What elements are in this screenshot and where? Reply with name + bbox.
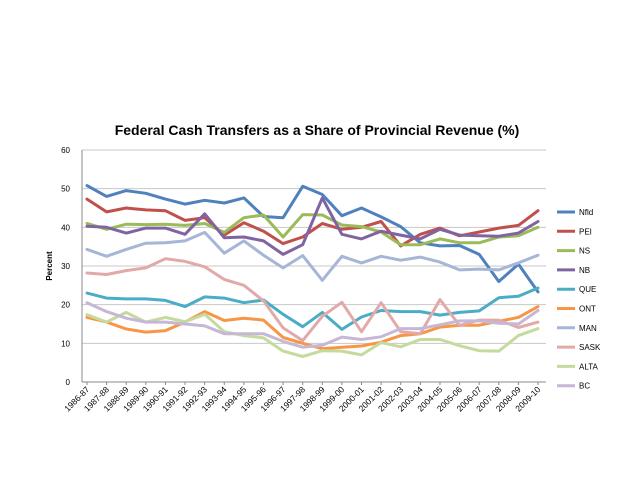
legend-label: MAN	[579, 324, 597, 333]
y-axis-label: Percent	[45, 251, 54, 281]
legend-label: Nfld	[579, 208, 593, 217]
legend-label: NB	[579, 266, 590, 275]
series-line-nb	[85, 196, 540, 256]
y-tick-label: 10	[61, 339, 70, 348]
y-tick-label: 20	[61, 301, 70, 310]
y-tick-labels: 0 10 20 30 40 50 60	[61, 146, 70, 387]
y-tick-label: 30	[61, 262, 70, 271]
series-line-alta	[85, 310, 540, 358]
legend: Nfld PEI NS NB QUE ONT MAN SASK ALTA BC	[557, 208, 601, 391]
series-line-ns	[85, 213, 540, 247]
legend-label: BC	[579, 382, 590, 391]
series-line-man	[85, 230, 540, 282]
legend-label: PEI	[579, 227, 592, 236]
y-tick-label: 40	[61, 223, 70, 232]
legend-label: ONT	[579, 305, 596, 314]
series-lines	[85, 184, 540, 358]
series-line-sask	[85, 257, 540, 343]
series-line-que	[85, 286, 540, 331]
x-tick-labels: 1986-871987-881988-891989-901990-911991-…	[62, 382, 543, 413]
legend-label: ALTA	[579, 362, 598, 371]
series-line-nfld	[85, 184, 540, 294]
y-tick-label: 0	[66, 378, 71, 387]
y-tick-label: 60	[61, 146, 70, 155]
legend-label: QUE	[579, 285, 596, 294]
chart-title: Federal Cash Transfers as a Share of Pro…	[115, 122, 520, 138]
series-line-bc	[85, 301, 540, 349]
legend-label: SASK	[579, 343, 601, 352]
y-tick-label: 50	[61, 185, 70, 194]
legend-label: NS	[579, 247, 590, 256]
